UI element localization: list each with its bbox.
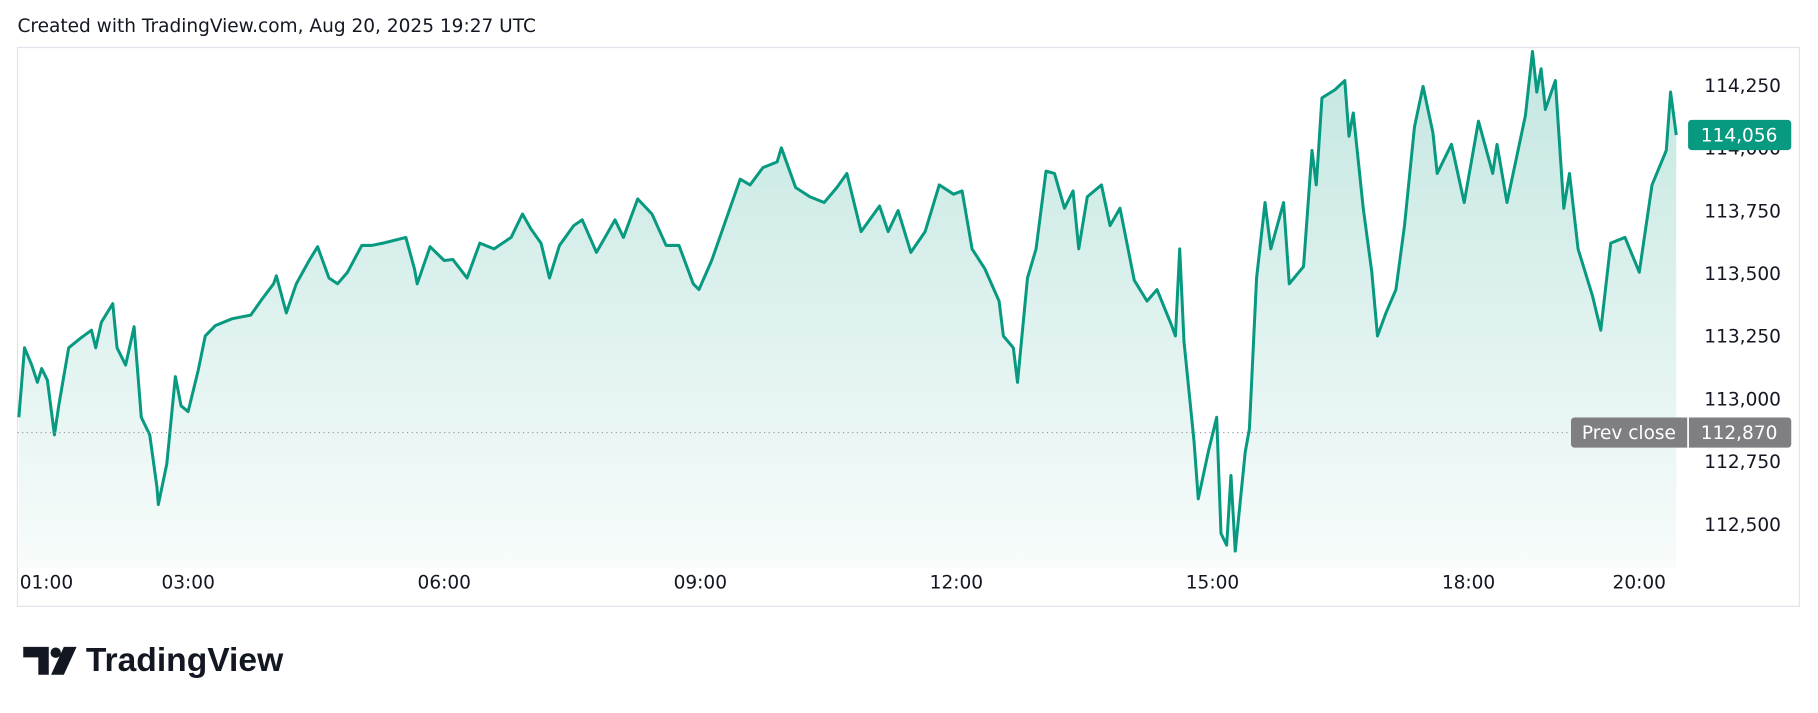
chart-frame <box>16 46 1800 607</box>
y-tick-label: 113,750 <box>1704 201 1781 222</box>
x-tick-label: 20:00 <box>1613 573 1666 594</box>
header-title: Created with TradingView.com, Aug 20, 20… <box>17 16 535 37</box>
x-tick-label: 12:00 <box>930 573 983 594</box>
brand-logo: TradingView <box>23 642 284 679</box>
prev-close-value: 112,870 <box>1701 423 1778 444</box>
last-price-badge <box>1688 119 1792 151</box>
y-tick-label: 114,250 <box>1704 76 1781 97</box>
plot-area: 112,500 112,750 113,000 113,250 113,500 113,7… <box>17 49 1792 594</box>
last-price-label: 114,056 <box>1701 126 1778 147</box>
y-tick-label: 113,000 <box>1704 389 1781 410</box>
y-tick-label: 113,500 <box>1704 264 1781 285</box>
x-tick-label: 15:00 <box>1186 573 1239 594</box>
y-tick-label: 113,250 <box>1704 327 1781 348</box>
logo-mark <box>51 646 77 675</box>
prev-close-name: Prev close <box>1582 423 1676 444</box>
x-tick-label: 09:00 <box>674 573 727 594</box>
x-tick-label: 18:00 <box>1442 573 1495 594</box>
y-tick-label: 112,750 <box>1704 452 1781 473</box>
prev-close-badge <box>1570 417 1792 448</box>
x-tick-label: 01:00 <box>20 573 73 594</box>
y-tick-label: 112,500 <box>1704 515 1781 536</box>
x-tick-label: 03:00 <box>161 573 214 594</box>
price-line <box>17 49 1678 553</box>
price-area <box>18 51 1677 569</box>
brand-name: TradingView <box>86 642 284 679</box>
x-tick-label: 06:00 <box>418 573 471 594</box>
logo-mark <box>23 646 49 675</box>
logo-dot <box>50 647 61 658</box>
